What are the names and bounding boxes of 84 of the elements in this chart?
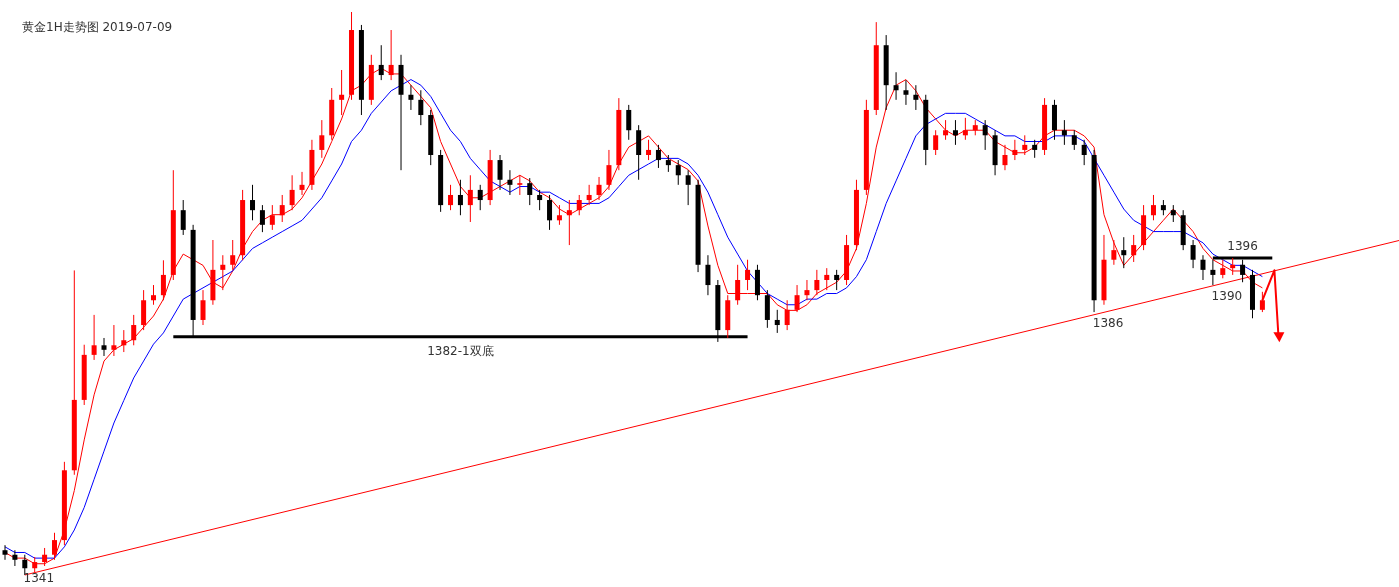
candlestick <box>2 544 8 561</box>
candlestick <box>200 289 206 326</box>
candlestick <box>962 117 968 141</box>
candlestick <box>408 84 414 111</box>
candlestick <box>735 264 741 306</box>
candlestick <box>1022 134 1028 156</box>
candlestick <box>655 144 661 169</box>
candlestick <box>1121 236 1127 269</box>
text: 黄金1H走势图 2019-07-09 <box>22 20 173 34</box>
candlestick <box>250 184 256 221</box>
candlestick <box>685 169 691 206</box>
candlestick <box>457 179 463 216</box>
candlestick <box>586 184 592 206</box>
candlestick <box>675 159 681 186</box>
candlestick <box>903 79 909 106</box>
candlestick <box>378 44 384 81</box>
candlestick <box>1150 194 1156 221</box>
candlestick <box>804 279 810 301</box>
candlestick <box>596 176 602 201</box>
candlestick <box>576 194 582 216</box>
candlestick <box>91 314 97 361</box>
candlestick <box>1220 259 1226 279</box>
candlestick <box>893 71 899 101</box>
candlestick <box>1032 139 1038 159</box>
candlestick <box>1259 291 1265 313</box>
candlestick <box>319 119 325 159</box>
candlestick <box>1190 239 1196 269</box>
candlestick <box>745 259 751 291</box>
candlestick <box>943 119 949 141</box>
candlestick <box>111 324 117 357</box>
candlestick <box>933 129 939 156</box>
candlestick <box>527 177 533 206</box>
candlestick <box>180 199 186 236</box>
candlestick <box>507 169 513 196</box>
candlestick <box>101 337 107 357</box>
candlestick <box>646 139 652 161</box>
candlestick <box>1200 254 1206 281</box>
candlestick <box>774 309 780 334</box>
candlestick <box>626 104 632 141</box>
candlestick <box>448 184 454 211</box>
candlestick <box>1081 139 1087 166</box>
candlestick <box>52 532 57 561</box>
candlestick <box>418 89 424 126</box>
candlestick <box>259 204 265 233</box>
candlestick <box>289 174 295 211</box>
candlestick <box>913 84 919 111</box>
candlestick <box>824 267 830 291</box>
candlestick <box>1071 129 1077 151</box>
series-label: 1396 <box>1227 239 1258 254</box>
candlestick <box>279 194 285 223</box>
candlestick <box>497 154 503 191</box>
candlestick <box>1002 144 1008 171</box>
candlestick <box>477 184 483 211</box>
text: 1390 <box>1211 289 1243 304</box>
candlestick <box>220 254 226 291</box>
candlestick <box>705 254 711 296</box>
candlestick <box>547 194 553 231</box>
candlestick <box>230 239 236 271</box>
candlestick <box>299 171 305 196</box>
candlestick <box>566 199 572 246</box>
candlestick <box>151 284 157 306</box>
candlestick <box>1012 139 1018 161</box>
candlestick <box>160 259 166 301</box>
candlestick <box>606 149 612 191</box>
candlestick <box>784 299 790 331</box>
candlestick <box>131 314 137 346</box>
candlestick <box>12 549 18 567</box>
candlestick <box>556 204 562 226</box>
candlestick <box>269 204 275 231</box>
candlestick <box>952 119 958 146</box>
candlestick <box>834 269 840 291</box>
candlestick <box>121 329 127 353</box>
text: 1386 <box>1092 316 1124 331</box>
candlestick <box>1061 119 1067 146</box>
series-label: 1382-1双底 <box>427 343 494 358</box>
text: 1341 <box>23 571 55 585</box>
candlestick <box>537 189 543 211</box>
candlestick <box>1131 234 1137 263</box>
candlestick <box>814 269 820 296</box>
candlestick <box>982 119 988 151</box>
candlestick <box>1111 239 1117 266</box>
candlestick <box>517 174 523 196</box>
candlestick <box>794 284 800 313</box>
candlestick <box>467 174 473 223</box>
